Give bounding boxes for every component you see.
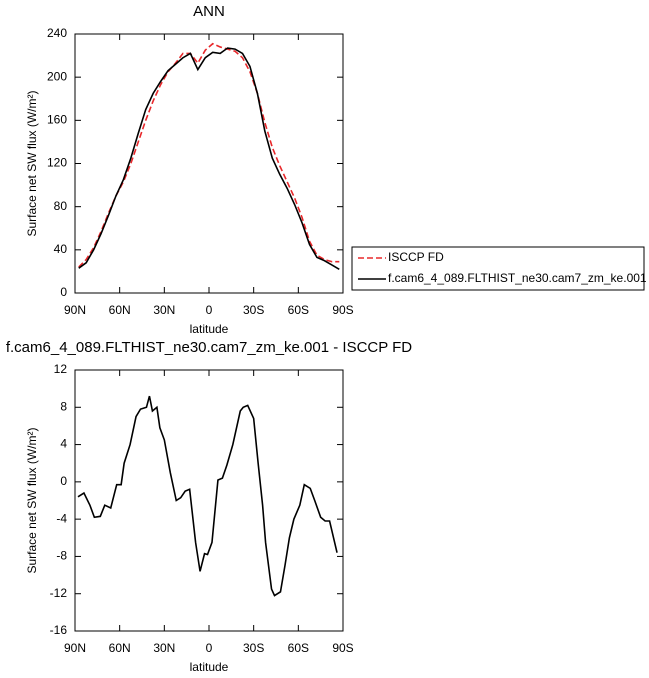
plot-frame xyxy=(74,33,344,294)
x-tick-label: 0 xyxy=(206,303,213,317)
chart-title: f.cam6_4_089.FLTHIST_ne30.cam7_zm_ke.001… xyxy=(6,339,412,356)
x-tick-label: 90S xyxy=(332,641,353,655)
line-series xyxy=(77,395,338,597)
y-axis-label: Surface net SW flux (W/m²) xyxy=(25,90,39,236)
y-tick-label: 200 xyxy=(47,69,67,83)
x-axis-label: latitude xyxy=(190,322,229,336)
y-tick-label: 12 xyxy=(54,362,68,376)
x-tick-label: 60S xyxy=(288,641,309,655)
x-tick-label: 30S xyxy=(243,641,264,655)
y-tick-label: 0 xyxy=(60,474,67,488)
legend-label: ISCCP FD xyxy=(388,250,444,264)
y-tick-label: -16 xyxy=(50,623,68,637)
x-tick-label: 90N xyxy=(64,641,86,655)
y-tick-label: 0 xyxy=(60,285,67,299)
y-tick-label: 80 xyxy=(54,199,68,213)
legend-box xyxy=(351,246,645,291)
x-tick-label: 30N xyxy=(153,641,175,655)
x-tick-label: 60N xyxy=(109,641,131,655)
x-tick-label: 0 xyxy=(206,641,213,655)
x-tick-label: 60N xyxy=(109,303,131,317)
x-axis-label: latitude xyxy=(190,660,229,674)
y-tick-label: 4 xyxy=(60,437,67,451)
chart-title: ANN xyxy=(193,3,225,20)
y-tick-label: -4 xyxy=(56,511,67,525)
x-tick-label: 60S xyxy=(288,303,309,317)
y-tick-label: 160 xyxy=(47,113,67,127)
y-axis-label: Surface net SW flux (W/m²) xyxy=(25,427,39,573)
plot-frame xyxy=(74,369,344,632)
line-series xyxy=(78,42,340,268)
y-tick-label: 40 xyxy=(54,242,68,256)
legend-label: f.cam6_4_089.FLTHIST_ne30.cam7_zm_ke.001 xyxy=(388,271,647,285)
y-tick-label: 120 xyxy=(47,156,67,170)
y-tick-label: -12 xyxy=(50,586,68,600)
y-tick-label: 8 xyxy=(60,399,67,413)
x-tick-label: 30S xyxy=(243,303,264,317)
x-tick-label: 90S xyxy=(332,303,353,317)
y-tick-label: -8 xyxy=(56,549,67,563)
line-series xyxy=(78,47,340,270)
x-tick-label: 90N xyxy=(64,303,86,317)
y-tick-label: 240 xyxy=(47,26,67,40)
x-tick-label: 30N xyxy=(153,303,175,317)
legend: ISCCP FD f.cam6_4_089.FLTHIST_ne30.cam7_z… xyxy=(351,246,647,291)
